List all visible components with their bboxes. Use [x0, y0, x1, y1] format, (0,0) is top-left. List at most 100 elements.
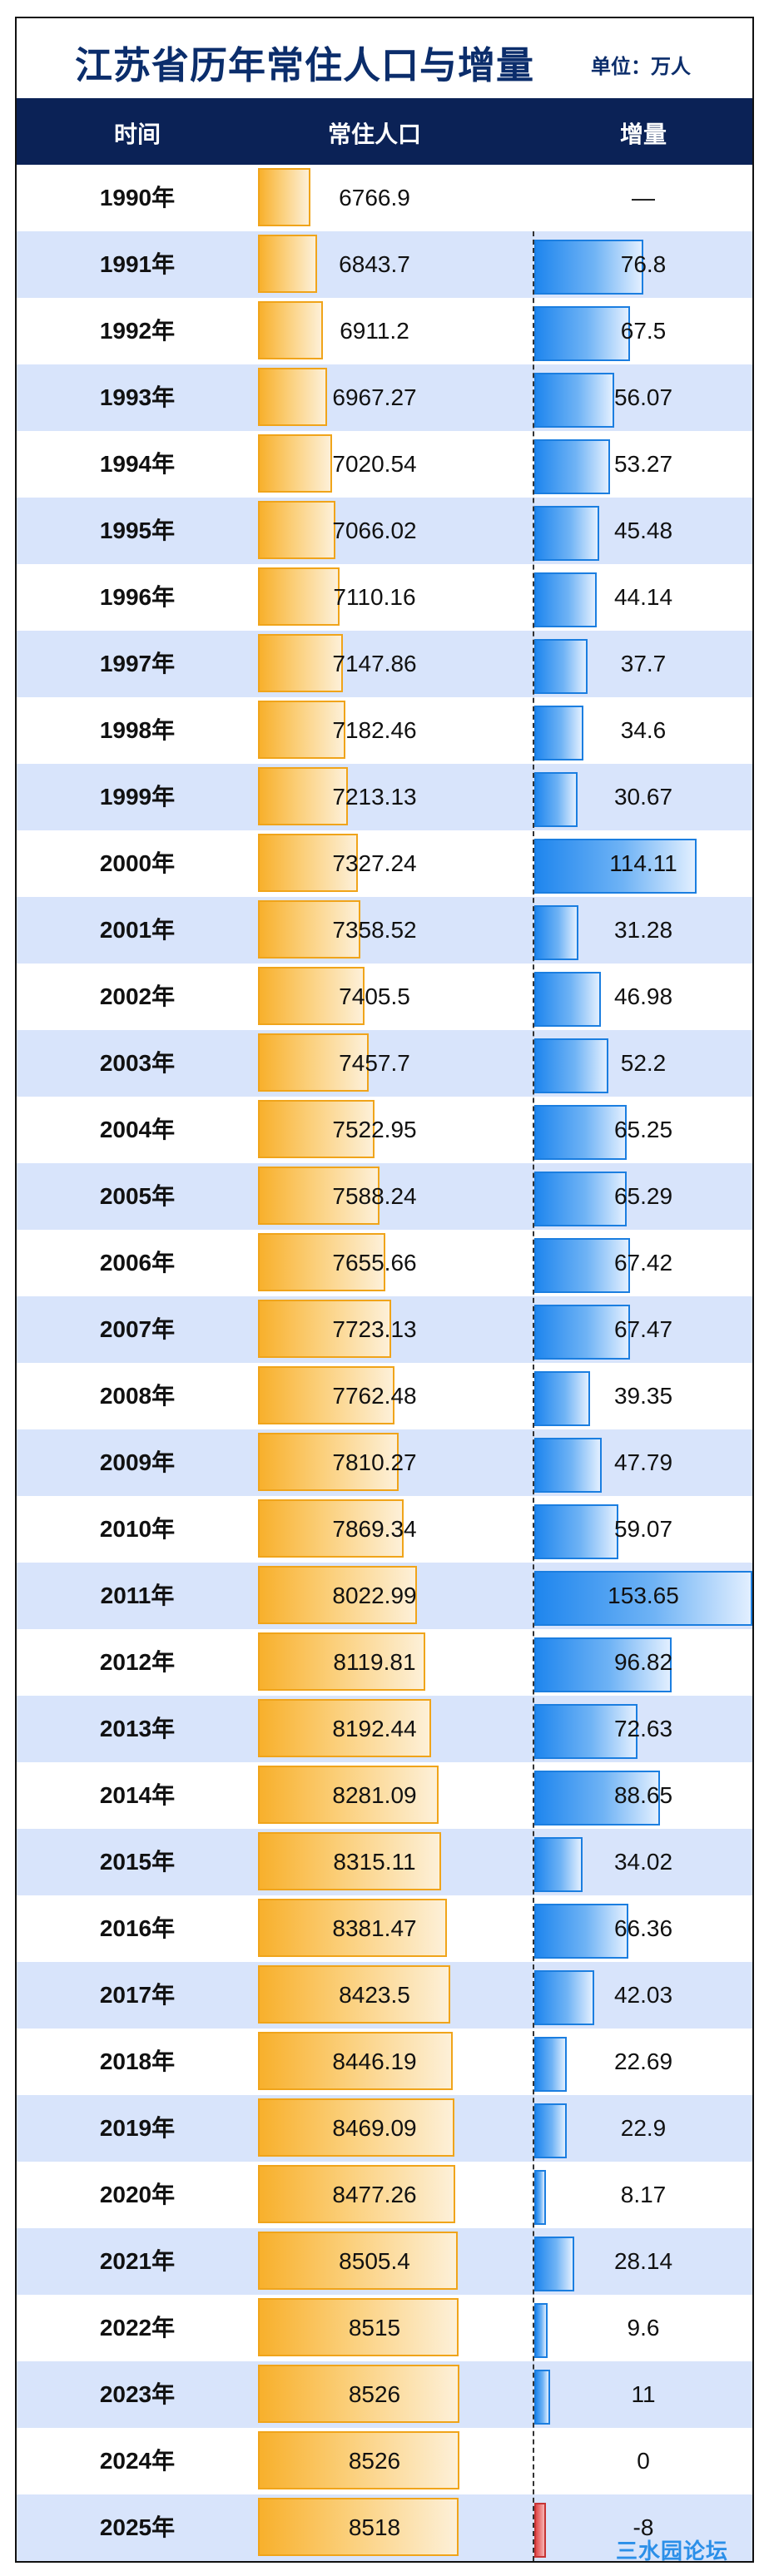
- increase-value: 52.2: [620, 1050, 667, 1076]
- population-bar: [258, 967, 365, 1025]
- table-row: 2000年 7327.24 114.11: [17, 830, 752, 897]
- population-value: 7588.24: [332, 1183, 417, 1209]
- table-row: 2008年 7762.48 39.35: [17, 1363, 752, 1429]
- population-bar: [258, 2498, 459, 2556]
- year-label: 2021年: [99, 2248, 176, 2274]
- year-label: 1994年: [99, 451, 176, 477]
- population-bar: [258, 834, 358, 892]
- header-population: 常住人口: [327, 121, 421, 147]
- year-label: 2005年: [99, 1183, 176, 1209]
- increase-value: 72.63: [613, 1716, 673, 1741]
- increase-value: 56.07: [613, 384, 673, 410]
- population-bar: [258, 1899, 448, 1957]
- increase-value: 65.25: [613, 1117, 673, 1142]
- population-bar: [258, 2232, 458, 2290]
- population-value: 7405.5: [339, 983, 410, 1009]
- increase-value: 65.29: [613, 1183, 673, 1209]
- population-bar: [258, 1167, 380, 1225]
- table-row: 2024年 8526 0: [17, 2428, 752, 2494]
- population-bar: [258, 1033, 370, 1092]
- increase-value: 44.14: [613, 584, 673, 610]
- increase-bar: [534, 2103, 568, 2158]
- increase-value: 31.28: [613, 917, 673, 943]
- year-label: 2010年: [99, 1516, 176, 1542]
- chart-title: 江苏省历年常住人口与增量: [75, 44, 535, 87]
- table-row: 2005年 7588.24 65.29: [17, 1163, 752, 1230]
- population-bar: [258, 2032, 453, 2090]
- population-bar: [258, 1433, 399, 1491]
- watermark: 三水园论坛: [616, 2539, 729, 2563]
- population-bar: [258, 434, 332, 493]
- year-label: 2016年: [99, 1915, 176, 1941]
- title-bar: 江苏省历年常住人口与增量 单位：万人: [17, 18, 752, 98]
- population-bar: [258, 1766, 439, 1824]
- increase-value: 67.42: [613, 1250, 673, 1276]
- chart-frame: 江苏省历年常住人口与增量 单位：万人 时间 常住人口 增量 1990年 6766.…: [15, 17, 754, 2563]
- increase-value: 28.14: [613, 2248, 673, 2274]
- increase-bar: [534, 1038, 608, 1093]
- year-label: 2017年: [99, 1982, 176, 2008]
- increase-value: —: [632, 185, 655, 211]
- increase-value: 59.07: [613, 1516, 673, 1542]
- table-row: 1990年 6766.9 —: [17, 165, 752, 231]
- year-label: 2024年: [99, 2448, 176, 2474]
- table-row: 1991年 6843.7 76.8: [17, 231, 752, 298]
- increase-value: 96.82: [613, 1649, 673, 1675]
- increase-bar: [534, 1771, 661, 1825]
- increase-value: 153.65: [608, 1583, 679, 1608]
- table-row: 2020年 8477.26 8.17: [17, 2162, 752, 2228]
- table-row: 1996年 7110.16 44.14: [17, 564, 752, 631]
- table-row: 2025年 8518 -8: [17, 2494, 752, 2561]
- year-label: 1998年: [99, 717, 176, 743]
- year-label: 2001年: [99, 917, 176, 943]
- increase-bar: [534, 1637, 672, 1692]
- year-label: 2013年: [99, 1716, 176, 1741]
- year-label: 2008年: [99, 1383, 176, 1409]
- table-row: 1993年 6967.27 56.07: [17, 364, 752, 431]
- population-value: 7110.16: [333, 584, 416, 610]
- population-value: 7327.24: [332, 850, 417, 876]
- table-row: 2021年 8505.4 28.14: [17, 2228, 752, 2295]
- population-value: 8315.11: [333, 1849, 416, 1875]
- year-label: 2014年: [99, 1782, 176, 1808]
- table-row: 1997年 7147.86 37.7: [17, 631, 752, 697]
- year-label: 1992年: [99, 318, 176, 344]
- increase-value: 30.67: [613, 784, 673, 810]
- year-label: 2012年: [99, 1649, 176, 1675]
- increase-value: 47.79: [613, 1449, 673, 1475]
- population-value: 8518: [348, 2514, 401, 2540]
- increase-bar: [534, 373, 614, 428]
- population-value: 6911.2: [340, 318, 409, 344]
- table-row: 2014年 8281.09 88.65: [17, 1762, 752, 1829]
- increase-value: 11: [631, 2381, 656, 2407]
- year-label: 1995年: [99, 518, 176, 543]
- population-value: 8022.99: [332, 1583, 417, 1608]
- table-row: 2018年 8446.19 22.69: [17, 2029, 752, 2095]
- increase-bar: [534, 1571, 752, 1626]
- unit-label: 单位：万人: [591, 56, 691, 78]
- increase-bar: [534, 1504, 618, 1559]
- population-bar: [258, 1699, 431, 1757]
- increase-axis-line: [533, 231, 534, 2561]
- increase-bar: [534, 572, 598, 627]
- population-bar: [258, 2365, 459, 2423]
- population-value: 8526: [348, 2448, 401, 2474]
- population-value: 8469.09: [332, 2115, 417, 2141]
- table-row: 2002年 7405.5 46.98: [17, 964, 752, 1030]
- population-value: 7723.13: [332, 1316, 417, 1342]
- increase-bar: [534, 1438, 603, 1493]
- population-bar: [258, 634, 343, 692]
- increase-bar: [534, 706, 583, 760]
- table-row: 2001年 7358.52 31.28: [17, 897, 752, 964]
- year-label: 1990年: [99, 185, 176, 211]
- population-value: 7066.02: [332, 518, 417, 543]
- table-row: 2003年 7457.7 52.2: [17, 1030, 752, 1097]
- population-value: 8446.19: [332, 2048, 417, 2074]
- population-bar: [258, 301, 323, 359]
- table-row: 2019年 8469.09 22.9: [17, 2095, 752, 2162]
- population-value: 8477.26: [332, 2182, 417, 2207]
- population-value: 7358.52: [332, 917, 417, 943]
- population-value: 8515: [348, 2315, 401, 2341]
- increase-value: 34.6: [620, 717, 667, 743]
- decrease-bar: [534, 2503, 546, 2558]
